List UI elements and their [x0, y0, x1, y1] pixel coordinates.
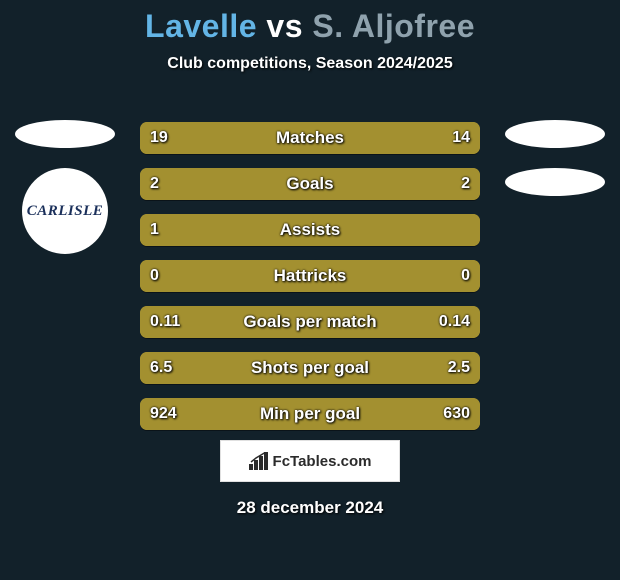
stat-bar: 924630Min per goal — [140, 398, 480, 430]
club-badge-left-label: CARLISLE — [27, 203, 104, 220]
fctables-logo-text: FcTables.com — [273, 453, 372, 470]
stat-bar: 00Hattricks — [140, 260, 480, 292]
stat-bar: 0.110.14Goals per match — [140, 306, 480, 338]
flag-ellipse-left — [15, 120, 115, 148]
chart-icon — [249, 452, 269, 470]
player2-name: S. Aljofree — [312, 8, 475, 44]
flag-ellipse-right-2 — [505, 168, 605, 196]
comparison-card: Lavelle vs S. Aljofree Club competitions… — [0, 0, 620, 580]
player1-name: Lavelle — [145, 8, 257, 44]
stat-label: Goals — [140, 174, 480, 194]
title: Lavelle vs S. Aljofree — [0, 0, 620, 45]
stat-label: Goals per match — [140, 312, 480, 332]
stat-label: Shots per goal — [140, 358, 480, 378]
stat-label: Min per goal — [140, 404, 480, 424]
vs-text: vs — [266, 8, 303, 44]
stat-label: Assists — [140, 220, 480, 240]
stat-bar: 1Assists — [140, 214, 480, 246]
flag-ellipse-right-1 — [505, 120, 605, 148]
right-badge-column — [500, 120, 610, 196]
stat-bar: 22Goals — [140, 168, 480, 200]
stat-label: Hattricks — [140, 266, 480, 286]
left-badge-column: CARLISLE — [10, 120, 120, 254]
stat-bar: 1914Matches — [140, 122, 480, 154]
date-text: 28 december 2024 — [0, 498, 620, 518]
stat-bars: 1914Matches 22Goals 1Assists 00Hattricks 0.1… — [140, 122, 480, 430]
club-badge-left: CARLISLE — [22, 168, 108, 254]
stat-label: Matches — [140, 128, 480, 148]
subtitle: Club competitions, Season 2024/2025 — [0, 55, 620, 73]
stat-bar: 6.52.5Shots per goal — [140, 352, 480, 384]
fctables-logo: FcTables.com — [220, 440, 400, 482]
